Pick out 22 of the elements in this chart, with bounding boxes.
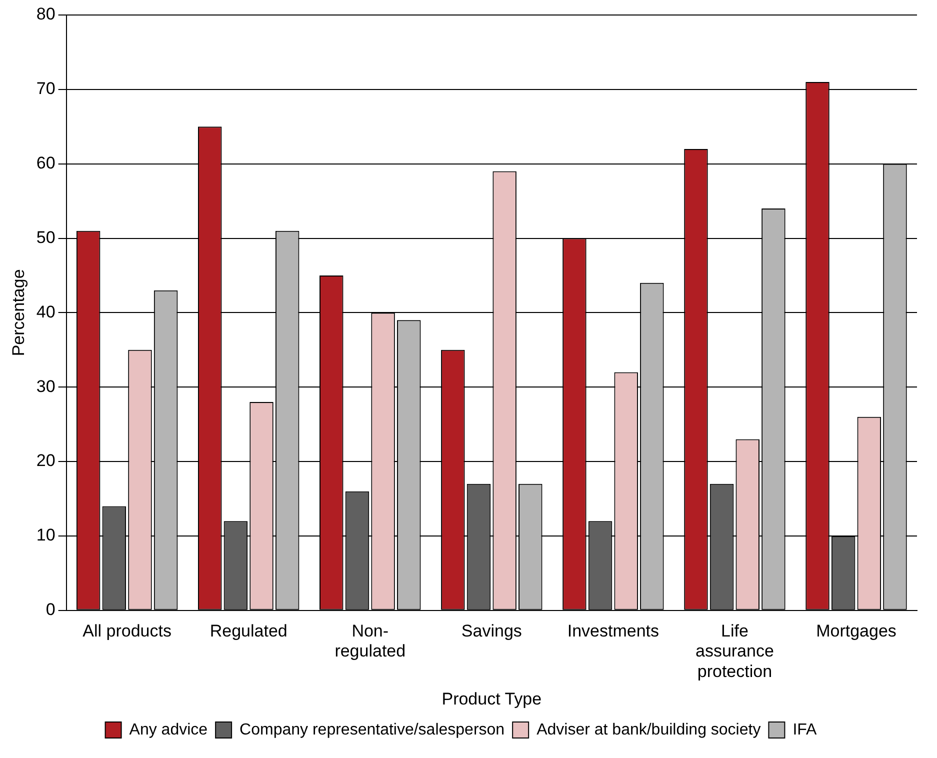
x-tick-label: Life assurance protection	[695, 621, 774, 682]
y-tick-label: 40	[36, 302, 56, 322]
x-axis-title: Product Type	[442, 689, 542, 708]
y-axis-title: Percentage	[8, 269, 28, 356]
legend-label: Adviser at bank/building society	[536, 721, 761, 738]
legend-label: Any advice	[129, 721, 208, 738]
x-tick-label: Non-regulated	[334, 621, 406, 661]
y-tick-label: 30	[36, 376, 56, 396]
y-tick-label: 60	[36, 154, 56, 173]
y-tick-label: 10	[36, 526, 56, 545]
y-tick-label: 20	[36, 451, 56, 470]
x-tick-label: Savings	[461, 621, 522, 640]
y-tick-label: 80	[36, 4, 56, 24]
x-tick-label: Mortgages	[816, 621, 896, 640]
y-tick-label: 50	[36, 228, 56, 247]
x-tick-label: All products	[82, 621, 172, 640]
legend-label: IFA	[792, 721, 818, 738]
x-tick-label: Investments	[567, 621, 660, 640]
legend-label: Company representative/salesperson	[240, 721, 505, 738]
y-tick-label: 70	[36, 79, 56, 98]
y-tick-label: 0	[46, 600, 56, 620]
x-tick-label: Regulated	[210, 621, 288, 640]
